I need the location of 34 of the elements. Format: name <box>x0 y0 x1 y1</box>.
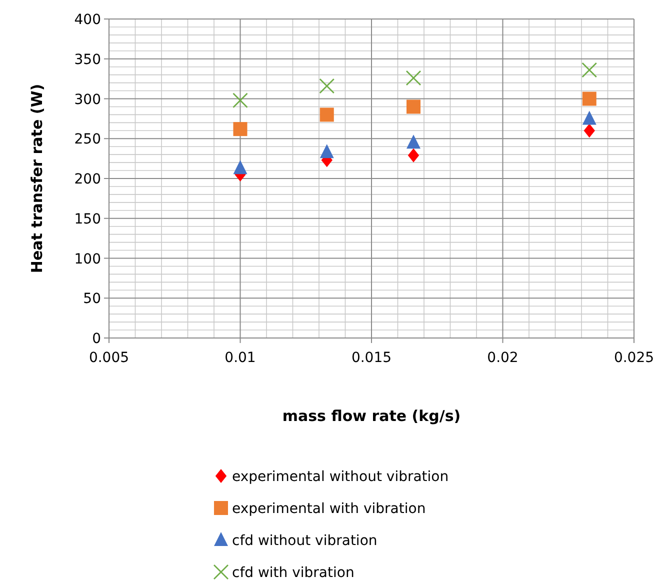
point <box>582 110 596 125</box>
point <box>319 78 335 94</box>
y-tick-label: 300 <box>74 92 101 108</box>
x-tick-label: 0.025 <box>614 350 654 366</box>
point <box>582 92 596 106</box>
point <box>320 144 334 158</box>
y-tick-label: 100 <box>74 251 101 268</box>
legend-label: experimental without vibration <box>232 469 449 485</box>
point <box>233 122 248 136</box>
point <box>582 62 598 78</box>
y-tick-label: 150 <box>74 211 101 228</box>
legend-label: experimental with vibration <box>232 501 426 517</box>
y-tick-label: 250 <box>74 132 101 148</box>
y-tick-label: 400 <box>74 12 101 28</box>
point <box>232 92 248 108</box>
point <box>406 100 420 114</box>
x-tick-label: 0.015 <box>351 350 392 366</box>
legend-label: cfd with vibration <box>232 565 354 581</box>
y-tick-label: 0 <box>92 331 101 347</box>
point <box>408 148 420 162</box>
y-tick-label: 200 <box>74 172 101 188</box>
point <box>233 160 248 174</box>
point <box>584 124 595 138</box>
x-tick-label: 0.005 <box>88 350 130 366</box>
point <box>320 108 334 122</box>
y-tick-label: 350 <box>74 52 101 68</box>
x-tick-label: 0.02 <box>487 350 518 366</box>
legend-label: cfd without vibration <box>232 533 378 549</box>
y-axis-title: Heat transfer rate (W) <box>28 84 46 274</box>
x-tick-label: 0.01 <box>224 350 256 366</box>
point <box>406 134 420 149</box>
y-tick-label: 50 <box>83 291 101 308</box>
point <box>406 70 422 86</box>
x-axis-title: mass flow rate (kg/s) <box>282 407 461 425</box>
